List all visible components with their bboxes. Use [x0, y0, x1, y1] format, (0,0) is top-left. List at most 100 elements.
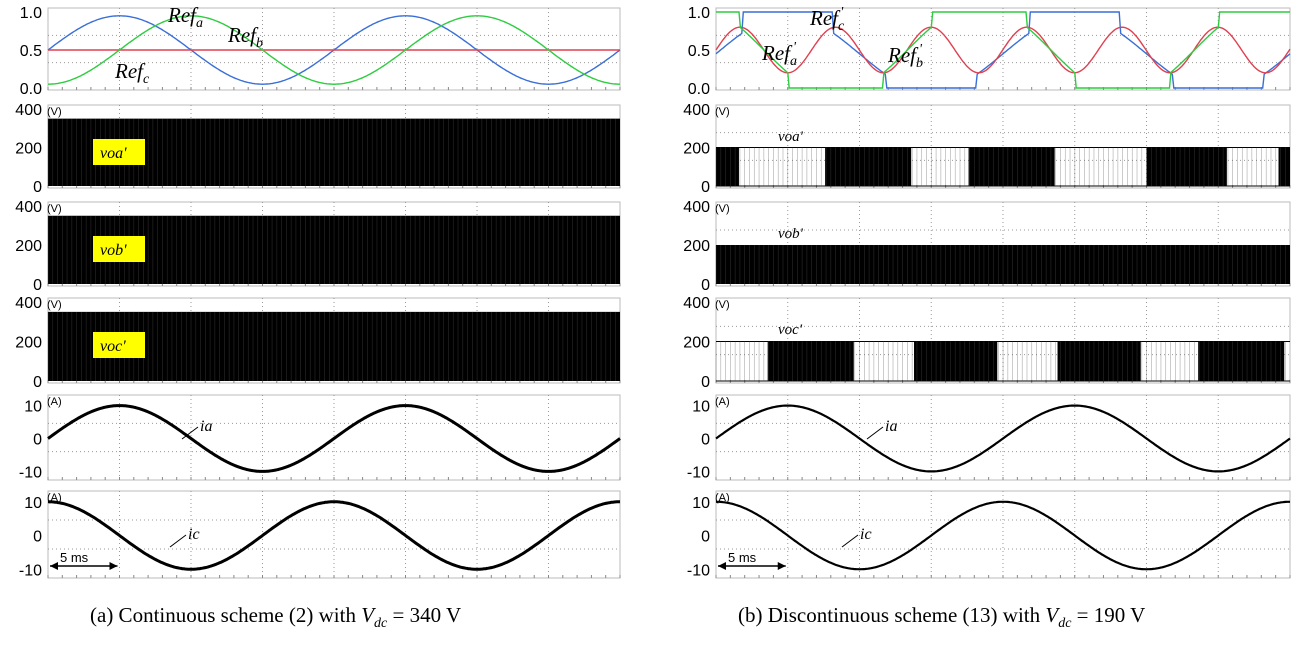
- voltage-label: vob': [100, 242, 127, 259]
- y-tick-label: 400: [15, 295, 42, 312]
- unit-label: (A): [47, 396, 62, 408]
- y-tick-label: 0.0: [20, 81, 42, 98]
- current-label: ic: [188, 526, 200, 543]
- label-highlight: [93, 236, 145, 262]
- caption-b-suffix: = 190 V: [1071, 603, 1146, 627]
- ref-label-sub: c: [838, 19, 845, 34]
- ref-label-prime: ': [840, 5, 844, 20]
- ref-trace-a: [715, 11, 1291, 89]
- caption-a-suffix: = 340 V: [387, 603, 462, 627]
- y-tick-label: 0: [33, 277, 42, 294]
- time-scale-label: 5 ms: [60, 550, 89, 565]
- label-arrow: [866, 426, 884, 440]
- current-label: ia: [885, 418, 897, 435]
- unit-label: (V): [715, 203, 730, 215]
- time-scale-arrow-left: [718, 562, 726, 570]
- ref-trace-b: [715, 26, 1291, 74]
- y-tick-label: 200: [15, 335, 42, 352]
- unit-label: (V): [47, 299, 62, 311]
- voltage-label: vob': [778, 226, 804, 242]
- y-tick-label: 10: [24, 495, 42, 512]
- current-label: ic: [860, 526, 872, 543]
- y-tick-label: 200: [15, 141, 42, 158]
- y-tick-label: 200: [683, 335, 710, 352]
- time-scale-arrow-left: [50, 562, 58, 570]
- pwm-block: [914, 341, 998, 381]
- panel-frame: [715, 490, 1291, 579]
- y-tick-label: 0: [701, 432, 710, 449]
- ref-label-c: Refc: [114, 59, 150, 87]
- y-tick-label: 400: [15, 199, 42, 216]
- caption-a-sub: dc: [374, 616, 388, 632]
- y-tick-label: 0: [33, 432, 42, 449]
- ref-label-b: Refb': [887, 42, 923, 71]
- current-trace: [715, 404, 1291, 473]
- y-tick-label: -10: [19, 464, 42, 481]
- unit-label: (A): [715, 396, 730, 408]
- voltage-label: voa': [778, 129, 804, 145]
- voltage-label: voc': [100, 338, 126, 355]
- unit-label: (V): [47, 203, 62, 215]
- ref-label-sub: a: [196, 16, 203, 31]
- label-highlight: [93, 139, 145, 165]
- y-tick-label: 0: [701, 374, 710, 391]
- ref-trace-c: [716, 11, 1290, 89]
- caption-b-var: V: [1045, 603, 1059, 627]
- y-tick-label: 0: [701, 529, 710, 546]
- pwm-block: [1278, 147, 1290, 186]
- unit-label: (V): [47, 106, 62, 118]
- ref-label-c: Refc': [809, 5, 845, 34]
- y-tick-label: 10: [692, 399, 710, 416]
- voltage-label: voa': [100, 145, 127, 162]
- y-tick-label: 200: [683, 141, 710, 158]
- label-arrow: [841, 534, 859, 548]
- ref-trace-c: [48, 15, 620, 85]
- oscilloscope-figure: 0.0 0.5 1.0 Refa Refb Refc 0 200 400 (V) voa' 0 200 4…: [15, 3, 1291, 579]
- label-arrow: [169, 534, 187, 548]
- ref-label-prime: ': [919, 42, 923, 57]
- label-highlight: [93, 332, 145, 358]
- panel-frame: [47, 490, 621, 579]
- current-label: ia: [200, 418, 212, 435]
- unit-label: (V): [715, 299, 730, 311]
- ref-label-sub: c: [143, 72, 150, 87]
- caption-a-var: V: [361, 603, 375, 627]
- ref-label-sub: b: [256, 36, 263, 51]
- y-tick-label: 200: [683, 238, 710, 255]
- label-arrow: [181, 426, 199, 440]
- pwm-block: [1146, 147, 1227, 186]
- voltage-label: voc': [778, 322, 803, 338]
- y-tick-label: 0: [33, 179, 42, 196]
- y-tick-label: 0.0: [688, 81, 710, 98]
- pwm-block: [767, 341, 854, 381]
- y-tick-label: 200: [15, 238, 42, 255]
- current-trace: [47, 404, 621, 473]
- y-tick-label: 0.5: [688, 43, 710, 60]
- ref-label-sub: b: [916, 56, 923, 71]
- y-tick-label: 10: [692, 495, 710, 512]
- y-tick-label: -10: [687, 464, 710, 481]
- ref-label-sub: a: [790, 54, 797, 69]
- y-tick-label: 1.0: [688, 5, 710, 22]
- y-tick-label: 0: [701, 179, 710, 196]
- ref-label-a: Refa': [761, 40, 797, 69]
- caption-b-sub: dc: [1058, 616, 1072, 632]
- y-tick-label: 0: [33, 529, 42, 546]
- time-scale-arrow-right: [777, 562, 786, 570]
- y-tick-label: 1.0: [20, 5, 42, 22]
- pwm-block: [1198, 341, 1285, 381]
- caption-b-prefix: (b) Discontinuous scheme (13) with: [738, 603, 1046, 627]
- ref-label-prime: ': [793, 40, 797, 55]
- y-tick-label: 400: [683, 102, 710, 119]
- caption-a: (a) Continuous scheme (2) with Vdc = 340…: [90, 603, 461, 632]
- time-scale-label: 5 ms: [728, 550, 757, 565]
- y-tick-label: 0: [701, 277, 710, 294]
- ref-label-a: Refa: [167, 3, 203, 31]
- y-tick-label: 400: [683, 295, 710, 312]
- pwm-block: [968, 147, 1055, 186]
- current-trace: [716, 500, 1290, 571]
- caption-b: (b) Discontinuous scheme (13) with Vdc =…: [738, 603, 1145, 632]
- y-tick-label: 10: [24, 399, 42, 416]
- y-tick-label: 400: [683, 199, 710, 216]
- y-tick-label: -10: [19, 562, 42, 579]
